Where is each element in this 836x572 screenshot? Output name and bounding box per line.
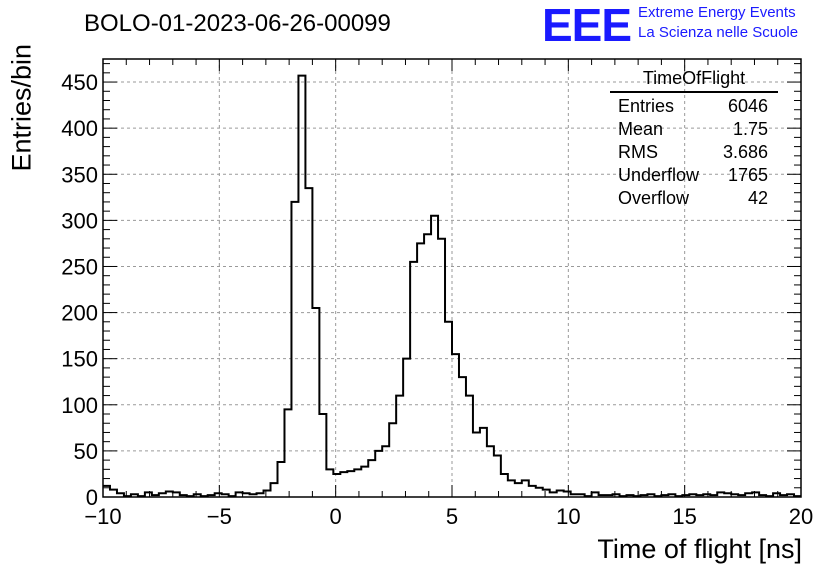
x-tick-label: 5	[446, 504, 458, 529]
x-tick-label: 15	[672, 504, 696, 529]
stats-title: TimeOfFlight	[610, 68, 778, 93]
y-tick-label: 300	[61, 208, 98, 233]
stats-label: RMS	[618, 142, 658, 162]
x-axis-label: Time of flight [ns]	[597, 534, 802, 564]
stats-value: 1.75	[732, 119, 768, 139]
x-tick-label: 20	[789, 504, 813, 529]
y-tick-label: 0	[86, 485, 98, 510]
y-tick-label: 350	[61, 162, 98, 187]
stats-value: 42	[747, 188, 768, 208]
y-axis-label: Entries/bin	[6, 43, 37, 172]
x-tick-label: −10	[84, 504, 121, 529]
stats-value: 1765	[727, 165, 768, 185]
stats-row-overflow: Overflow 42	[610, 187, 778, 210]
stats-row-mean: Mean 1.75	[610, 118, 778, 141]
stats-label: Mean	[618, 119, 664, 139]
stats-label: Entries	[618, 96, 675, 116]
x-tick-label: 0	[330, 504, 342, 529]
stats-row-entries: Entries 6046	[610, 95, 778, 118]
logo-subtitle-1: Extreme Energy Events	[638, 4, 796, 21]
y-tick-label: 450	[61, 70, 98, 95]
x-tick-label: 10	[556, 504, 580, 529]
stats-box: TimeOfFlight Entries 6046 Mean 1.75 RMS …	[610, 68, 778, 210]
stats-row-rms: RMS 3.686	[610, 141, 778, 164]
y-tick-label: 150	[61, 347, 98, 372]
stats-value: 6046	[727, 96, 768, 116]
eee-logo: EEE	[542, 0, 632, 51]
y-tick-label: 50	[74, 439, 98, 464]
stats-label: Underflow	[618, 165, 700, 185]
y-tick-label: 400	[61, 116, 98, 141]
run-title: BOLO-01-2023-06-26-00099	[84, 10, 391, 37]
stats-value: 3.686	[722, 142, 768, 162]
stats-label: Overflow	[618, 188, 690, 208]
logo-subtitle-2: La Scienza nelle Scuole	[638, 24, 799, 41]
stats-row-underflow: Underflow 1765	[610, 164, 778, 187]
y-tick-label: 200	[61, 301, 98, 326]
x-tick-label: −5	[207, 504, 232, 529]
y-tick-label: 100	[61, 393, 98, 418]
histogram-series	[103, 74, 801, 498]
y-tick-label: 250	[61, 254, 98, 279]
